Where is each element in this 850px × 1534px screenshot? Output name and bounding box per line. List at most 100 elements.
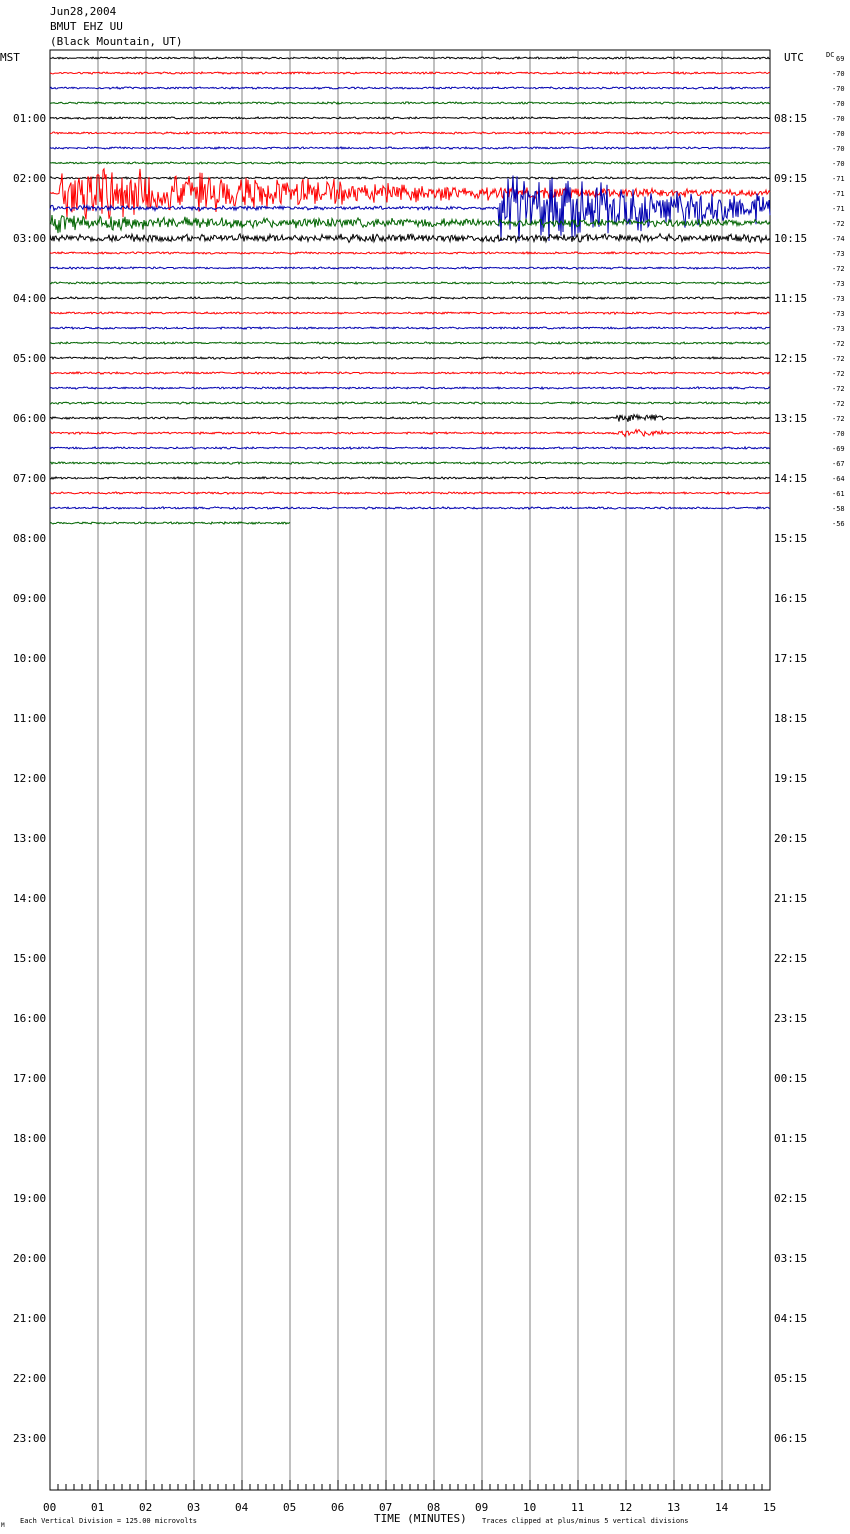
mst-hour-label: 17:00 — [13, 1072, 46, 1085]
dc-offset-label: -70 — [832, 85, 845, 93]
x-tick-label: 11 — [571, 1501, 584, 1514]
seismic-trace — [49, 250, 771, 255]
utc-hour-label: 19:15 — [774, 772, 807, 785]
mst-hour-label: 15:00 — [13, 952, 46, 965]
seismic-trace — [49, 175, 771, 242]
dc-offset-label: -70 — [832, 130, 845, 138]
dc-offset-label: -73 — [832, 280, 845, 288]
mst-hour-label: 19:00 — [13, 1192, 46, 1205]
x-tick-label: 09 — [475, 1501, 488, 1514]
mst-hour-label: 22:00 — [13, 1372, 46, 1385]
clip-note: Traces clipped at plus/minus 5 vertical … — [482, 1517, 689, 1525]
mst-hour-label: 23:00 — [13, 1432, 46, 1445]
mst-hour-label: 13:00 — [13, 832, 46, 845]
utc-hour-label: 18:15 — [774, 712, 807, 725]
mst-hour-label: 10:00 — [13, 652, 46, 665]
seismic-trace — [49, 506, 771, 510]
right-axis-label: UTC — [784, 51, 804, 64]
utc-hour-label: 14:15 — [774, 472, 807, 485]
utc-hour-label: 12:15 — [774, 352, 807, 365]
mst-hour-label: 16:00 — [13, 1012, 46, 1025]
x-tick-label: 12 — [619, 1501, 632, 1514]
time-axis-label: TIME (MINUTES) — [374, 1512, 467, 1525]
dc-offset-label: -71 — [832, 175, 845, 183]
plot-frame — [49, 49, 771, 1491]
dc-offset-label: -72 — [832, 220, 845, 228]
dc-offset-label: -70 — [832, 145, 845, 153]
seismic-trace — [49, 232, 771, 244]
dc-offset-label: -74 — [832, 235, 845, 243]
mst-hour-label: 05:00 — [13, 352, 46, 365]
dc-offset-label: -73 — [832, 310, 845, 318]
dc-offset-label: -72 — [832, 385, 845, 393]
seismic-trace — [49, 70, 771, 76]
x-tick-label: 08 — [427, 1501, 440, 1514]
axis-labels: 00 01 02 03 04 05 06 07 08 09 10 11 12 13 14 15 01:00 08:… — [13, 70, 845, 1514]
utc-hour-label: 13:15 — [774, 412, 807, 425]
scale-note: Each Vertical Division = 125.00 microvol… — [20, 1517, 197, 1525]
seismic-trace — [49, 521, 291, 526]
mst-hour-label: 03:00 — [13, 232, 46, 245]
mst-hour-label: 11:00 — [13, 712, 46, 725]
x-tick-label: 00 — [43, 1501, 56, 1514]
seismic-trace — [49, 428, 771, 438]
mst-hour-label: 08:00 — [13, 532, 46, 545]
mst-hour-label: 09:00 — [13, 592, 46, 605]
mst-hour-label: 20:00 — [13, 1252, 46, 1265]
utc-hour-label: 15:15 — [774, 532, 807, 545]
x-tick-label: 14 — [715, 1501, 729, 1514]
mst-hour-label: 18:00 — [13, 1132, 46, 1145]
seismic-trace — [49, 100, 771, 106]
dc-offset-label: -70 — [832, 160, 845, 168]
dc-offset-label: -70 — [832, 115, 845, 123]
seismic-trace — [49, 491, 771, 496]
dc-offset-label: -71 — [832, 190, 845, 198]
minute-gridlines — [97, 50, 723, 1490]
seismic-trace — [49, 85, 771, 91]
seismic-trace — [49, 356, 771, 360]
mst-hour-label: 02:00 — [13, 172, 46, 185]
seismic-trace — [49, 461, 771, 465]
x-tick-label: 01 — [91, 1501, 104, 1514]
mst-hour-label: 06:00 — [13, 412, 46, 425]
utc-hour-label: 20:15 — [774, 832, 807, 845]
dc-offset-label: -72 — [832, 340, 845, 348]
mst-hour-label: 01:00 — [13, 112, 46, 125]
seismic-trace — [49, 266, 771, 271]
dc-offset-label: -61 — [832, 490, 845, 498]
dc-first-value: 69 — [836, 55, 844, 63]
record-date: Jun28,2004 — [50, 5, 117, 18]
seismic-trace — [49, 145, 771, 150]
seismic-trace — [49, 475, 771, 480]
utc-hour-label: 17:15 — [774, 652, 807, 665]
dc-label: DC — [826, 51, 834, 59]
dc-offset-label: -72 — [832, 355, 845, 363]
station-location: (Black Mountain, UT) — [50, 35, 183, 48]
dc-offset-label: -70 — [832, 430, 845, 438]
dc-offset-label: -56 — [832, 520, 845, 528]
dc-offset-label: -70 — [832, 70, 845, 78]
station-code: BMUT EHZ UU — [50, 20, 123, 33]
trace-group — [49, 55, 771, 526]
utc-hour-label: 02:15 — [774, 1192, 807, 1205]
left-axis-label: MST — [0, 51, 20, 64]
mst-hour-label: 04:00 — [13, 292, 46, 305]
x-tick-label: 07 — [379, 1501, 392, 1514]
x-tick-label: 05 — [283, 1501, 296, 1514]
utc-hour-label: 23:15 — [774, 1012, 807, 1025]
dc-offset-label: -70 — [832, 100, 845, 108]
seismic-trace — [49, 386, 771, 391]
utc-hour-label: 06:15 — [774, 1432, 807, 1445]
x-tick-label: 06 — [331, 1501, 344, 1514]
x-tick-label: 04 — [235, 1501, 249, 1514]
corner-mark: M — [1, 1522, 5, 1529]
mst-hour-label: 07:00 — [13, 472, 46, 485]
x-tick-label: 10 — [523, 1501, 536, 1514]
seismic-trace — [49, 326, 771, 330]
utc-hour-label: 11:15 — [774, 292, 807, 305]
seismic-trace — [49, 176, 771, 181]
seismic-trace — [49, 370, 771, 375]
x-tick-label: 02 — [139, 1501, 152, 1514]
mst-hour-label: 12:00 — [13, 772, 46, 785]
